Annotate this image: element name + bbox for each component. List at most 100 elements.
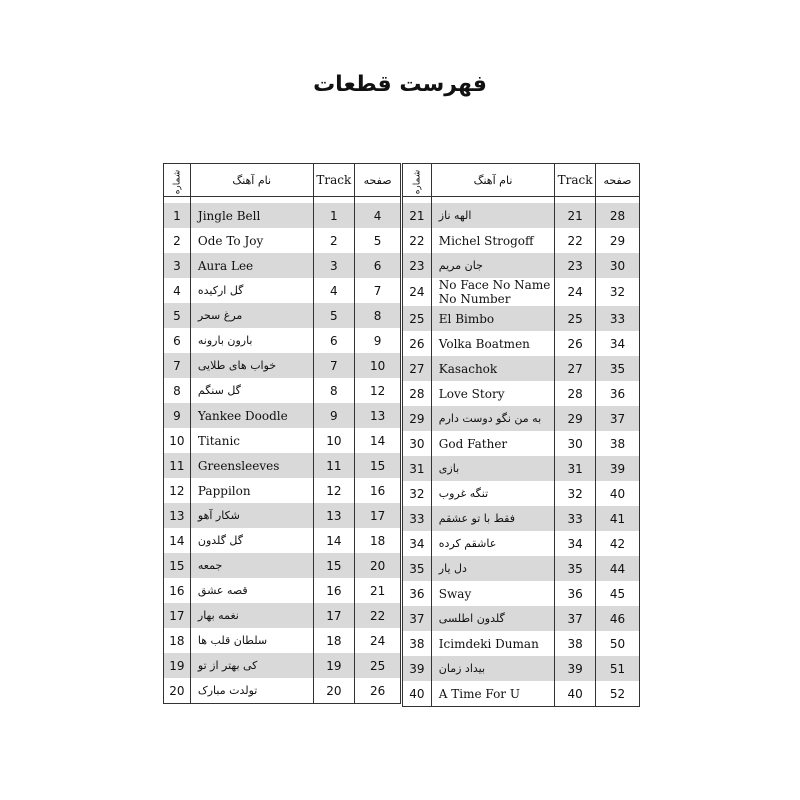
row-number: 25 bbox=[402, 306, 432, 331]
track-number: 30 bbox=[554, 431, 596, 456]
table-row: 3 Aura Lee 3 6 bbox=[163, 253, 401, 278]
table-row: 27 Kasachok 27 35 bbox=[402, 356, 641, 381]
page-number: 34 bbox=[594, 331, 641, 356]
song-name: Michel Strogoff bbox=[430, 228, 556, 253]
track-number: 28 bbox=[554, 381, 596, 406]
track-number: 27 bbox=[554, 356, 596, 381]
row-number: 23 bbox=[402, 253, 432, 278]
track-list-table-2: شماره نام آهنگ Track صفحه 21 الهه ناز 21… bbox=[402, 163, 641, 707]
page-number: 38 bbox=[594, 431, 641, 456]
song-name: کی بهتر از تو bbox=[189, 653, 314, 678]
track-number: 1 bbox=[312, 203, 356, 228]
page-number: 7 bbox=[354, 278, 401, 303]
track-number: 33 bbox=[554, 506, 596, 531]
track-number: 37 bbox=[554, 606, 596, 631]
page-number: 15 bbox=[354, 453, 401, 478]
page-number: 25 bbox=[354, 653, 401, 678]
song-name: Sway bbox=[430, 581, 556, 606]
row-number: 21 bbox=[402, 203, 432, 228]
track-number: 25 bbox=[554, 306, 596, 331]
table-row: 12 Pappilon 12 16 bbox=[163, 478, 401, 503]
page-number: 32 bbox=[594, 278, 641, 306]
track-number: 22 bbox=[554, 228, 596, 253]
page-number: 33 bbox=[594, 306, 641, 331]
row-number: 8 bbox=[163, 378, 191, 403]
table-row: 20 تولدت مبارک 20 26 bbox=[163, 678, 401, 704]
page-number: 41 bbox=[594, 506, 641, 531]
table-row: 33 فقط با تو عشقم 33 41 bbox=[402, 506, 641, 531]
table-row: 9 Yankee Doodle 9 13 bbox=[163, 403, 401, 428]
row-number: 9 bbox=[163, 403, 191, 428]
table-row: 10 Titanic 10 14 bbox=[163, 428, 401, 453]
table-row: 18 سلطان قلب ها 18 24 bbox=[163, 628, 401, 653]
table-row: 40 A Time For U 40 52 bbox=[402, 681, 641, 707]
track-number: 12 bbox=[312, 478, 356, 503]
row-number: 19 bbox=[163, 653, 191, 678]
song-name: جمعه bbox=[189, 553, 314, 578]
header-page: صفحه bbox=[354, 163, 401, 197]
song-name: تنگه غروب bbox=[430, 481, 556, 506]
page-number: 40 bbox=[594, 481, 641, 506]
song-name: No Face No Name No Number bbox=[430, 278, 556, 306]
page-number: 9 bbox=[354, 328, 401, 353]
page-number: 42 bbox=[594, 531, 641, 556]
row-number: 1 bbox=[163, 203, 191, 228]
row-number: 15 bbox=[163, 553, 191, 578]
track-number: 20 bbox=[312, 678, 356, 704]
page-number: 39 bbox=[594, 456, 641, 481]
page-number: 5 bbox=[354, 228, 401, 253]
row-number: 35 bbox=[402, 556, 432, 581]
track-number: 35 bbox=[554, 556, 596, 581]
song-name: Kasachok bbox=[430, 356, 556, 381]
table-row: 35 دل یار 35 44 bbox=[402, 556, 641, 581]
song-name: به من نگو دوست دارم bbox=[430, 406, 556, 431]
page-number: 24 bbox=[354, 628, 401, 653]
table-row: 8 گل سنگم 8 12 bbox=[163, 378, 401, 403]
page-number: 22 bbox=[354, 603, 401, 628]
row-number: 10 bbox=[163, 428, 191, 453]
row-number: 39 bbox=[402, 656, 432, 681]
song-name: تولدت مبارک bbox=[189, 678, 314, 704]
track-number: 9 bbox=[312, 403, 356, 428]
table-row: 6 بارون بارونه 6 9 bbox=[163, 328, 401, 353]
song-name: الهه ناز bbox=[430, 203, 556, 228]
row-number: 31 bbox=[402, 456, 432, 481]
song-name: قصه عشق bbox=[189, 578, 314, 603]
track-number: 10 bbox=[312, 428, 356, 453]
row-number: 28 bbox=[402, 381, 432, 406]
page-number: 36 bbox=[594, 381, 641, 406]
track-number: 2 bbox=[312, 228, 356, 253]
page-number: 28 bbox=[594, 203, 641, 228]
track-number: 40 bbox=[554, 681, 596, 707]
track-number: 19 bbox=[312, 653, 356, 678]
track-number: 13 bbox=[312, 503, 356, 528]
song-name: گل ارکیده bbox=[189, 278, 314, 303]
track-number: 39 bbox=[554, 656, 596, 681]
song-name: فقط با تو عشقم bbox=[430, 506, 556, 531]
song-name: سلطان قلب ها bbox=[189, 628, 314, 653]
row-number: 29 bbox=[402, 406, 432, 431]
row-number: 12 bbox=[163, 478, 191, 503]
page-number: 10 bbox=[354, 353, 401, 378]
track-number: 21 bbox=[554, 203, 596, 228]
page-number: 26 bbox=[354, 678, 401, 704]
row-number: 17 bbox=[163, 603, 191, 628]
track-number: 16 bbox=[312, 578, 356, 603]
track-number: 4 bbox=[312, 278, 356, 303]
table-row: 29 به من نگو دوست دارم 29 37 bbox=[402, 406, 641, 431]
page-number: 45 bbox=[594, 581, 641, 606]
page-number: 37 bbox=[594, 406, 641, 431]
track-number: 32 bbox=[554, 481, 596, 506]
page-number: 46 bbox=[594, 606, 641, 631]
header-track: Track bbox=[554, 163, 596, 197]
row-number: 26 bbox=[402, 331, 432, 356]
song-name: عاشقم کرده bbox=[430, 531, 556, 556]
song-name: Greensleeves bbox=[189, 453, 314, 478]
table-row: 38 Icimdeki Duman 38 50 bbox=[402, 631, 641, 656]
row-number: 33 bbox=[402, 506, 432, 531]
table-row: 14 گل گلدون 14 18 bbox=[163, 528, 401, 553]
header-number: شماره bbox=[402, 163, 432, 197]
song-name: گل سنگم bbox=[189, 378, 314, 403]
song-name: A Time For U bbox=[430, 681, 556, 707]
song-name: گلدون اطلسی bbox=[430, 606, 556, 631]
